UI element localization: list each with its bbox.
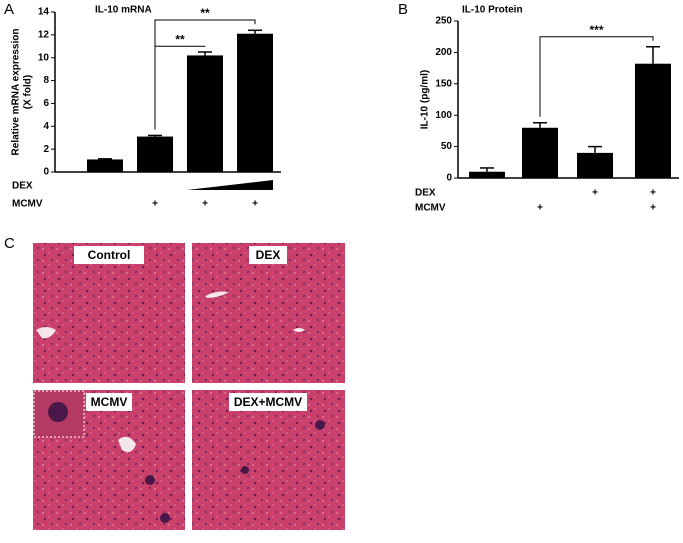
image-label-box [74, 246, 144, 264]
image-label: MCMV [91, 395, 128, 409]
vessel [293, 328, 305, 332]
dose-ramp [187, 180, 273, 190]
bar [635, 63, 671, 179]
histology-image [33, 243, 185, 383]
bar [87, 159, 123, 172]
panel-letter: B [398, 1, 408, 18]
image-label-box [249, 246, 287, 264]
panel-letter: A [4, 1, 14, 18]
panel-c: C [4, 235, 345, 530]
y-axis-label: Relative mRNA expression [11, 29, 22, 156]
lesion [145, 475, 155, 485]
condition-mark: + [202, 199, 208, 210]
significance-label: *** [589, 23, 603, 37]
panel-letter: C [4, 235, 15, 252]
y-tick-label: 250 [435, 16, 452, 27]
y-tick-label: 100 [435, 110, 452, 121]
image-label-box [229, 393, 307, 411]
y-axis-label: (X fold) [23, 75, 34, 109]
condition-mark: + [650, 203, 656, 214]
y-axis-label: IL-10 (pg/ml) [420, 70, 431, 129]
condition-mark: + [592, 188, 598, 199]
y-tick-label: 2 [43, 144, 49, 155]
significance-bracket [154, 19, 256, 130]
lesion [160, 513, 170, 523]
bar [577, 152, 613, 178]
bar [237, 33, 273, 172]
y-tick-label: 50 [441, 141, 453, 152]
y-tick-label: 0 [43, 167, 49, 178]
significance-bracket [539, 36, 654, 117]
image-label: DEX [256, 248, 281, 262]
row-label: DEX [415, 188, 436, 199]
chart-title: IL-10 Protein [462, 5, 523, 16]
y-tick-label: 14 [38, 7, 50, 18]
y-tick-label: 12 [38, 29, 50, 40]
vessel [36, 327, 56, 339]
bar [522, 127, 558, 178]
lesion [241, 466, 249, 474]
bar [469, 171, 505, 178]
row-label: MCMV [415, 203, 446, 214]
row-label: DEX [12, 181, 33, 192]
lesion [48, 402, 68, 422]
image-label-box [86, 393, 132, 411]
condition-mark: + [650, 188, 656, 199]
image-label: DEX+MCMV [234, 395, 302, 409]
vessel [118, 436, 136, 452]
y-tick-label: 6 [43, 98, 49, 109]
chart-title: IL-10 mRNA [95, 5, 152, 16]
significance-label: ** [200, 6, 210, 20]
significance-label: ** [175, 32, 185, 46]
y-tick-label: 4 [43, 121, 49, 132]
condition-mark: + [152, 199, 158, 210]
y-tick-label: 200 [435, 47, 452, 58]
condition-mark: + [537, 203, 543, 214]
y-tick-label: 8 [43, 75, 49, 86]
y-tick-label: 10 [38, 52, 50, 63]
histology-image [192, 390, 345, 530]
y-tick-label: 150 [435, 78, 452, 89]
lesion [315, 420, 325, 430]
image-label: Control [88, 248, 131, 262]
row-label: MCMV [12, 199, 43, 210]
bar [187, 55, 223, 172]
bar [137, 136, 173, 172]
condition-mark: + [252, 199, 258, 210]
histology-image [192, 243, 345, 383]
y-tick-label: 0 [446, 173, 452, 184]
vessel [205, 291, 229, 298]
